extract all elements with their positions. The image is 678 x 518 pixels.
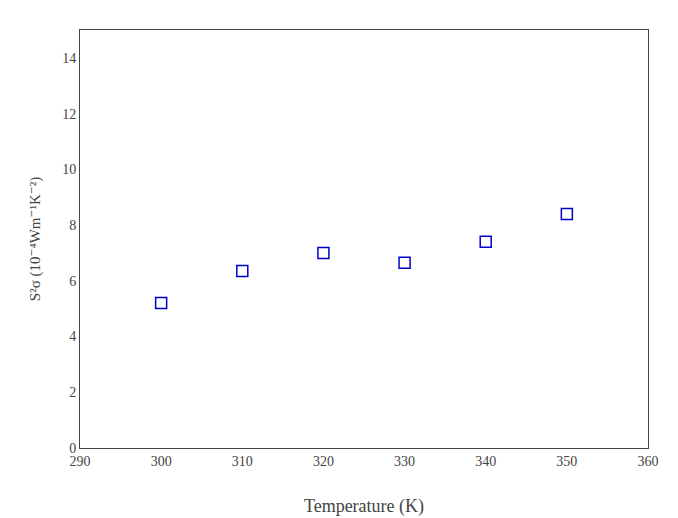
svg-text:S²σ (10⁻⁴Wm⁻¹K⁻²): S²σ (10⁻⁴Wm⁻¹K⁻²): [27, 177, 44, 301]
svg-text:Temperature (K): Temperature (K): [304, 496, 424, 517]
svg-text:4: 4: [69, 329, 76, 344]
svg-text:320: 320: [313, 454, 334, 469]
svg-text:8: 8: [69, 218, 76, 233]
svg-text:14: 14: [62, 51, 76, 66]
svg-text:12: 12: [62, 107, 76, 122]
svg-text:6: 6: [69, 274, 76, 289]
svg-text:10: 10: [62, 162, 76, 177]
svg-text:0: 0: [69, 441, 76, 456]
svg-text:2: 2: [69, 385, 76, 400]
svg-text:340: 340: [475, 454, 496, 469]
svg-text:360: 360: [638, 454, 659, 469]
svg-text:290: 290: [70, 454, 91, 469]
svg-text:350: 350: [556, 454, 577, 469]
svg-text:300: 300: [151, 454, 172, 469]
svg-text:310: 310: [232, 454, 253, 469]
svg-text:330: 330: [394, 454, 415, 469]
